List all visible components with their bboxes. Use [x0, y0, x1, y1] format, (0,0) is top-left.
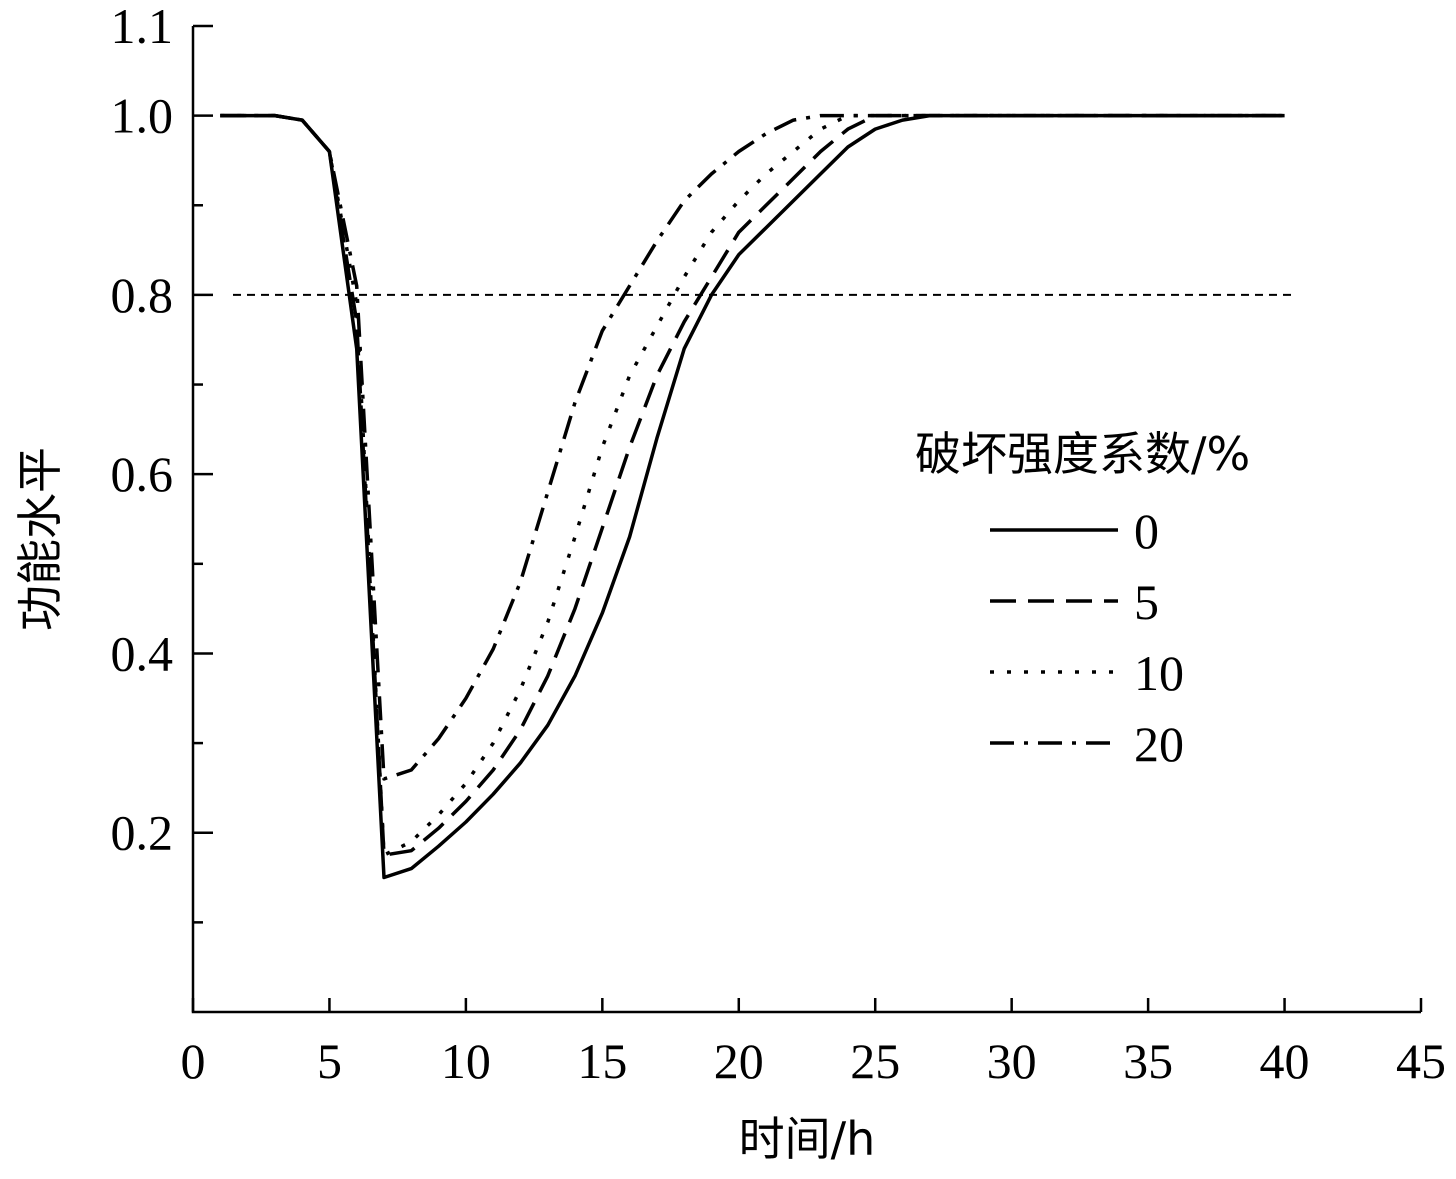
x-axis-title: 时间/h	[739, 1112, 876, 1166]
x-tick-label: 0	[181, 1033, 206, 1089]
series-line-5	[220, 113, 1285, 857]
x-tick-label: 45	[1396, 1033, 1446, 1089]
series-line-10	[220, 113, 1285, 857]
x-tick-label: 35	[1123, 1033, 1173, 1089]
y-tick-label: 1.0	[111, 88, 174, 144]
legend: 破坏强度系数/% 0 5 10 20	[915, 427, 1250, 772]
x-tick-label: 10	[441, 1033, 491, 1089]
y-axis-title: 功能水平	[13, 447, 67, 631]
x-tick-label: 40	[1260, 1033, 1310, 1089]
x-tick-label: 5	[317, 1033, 342, 1089]
y-tick-label: 0.6	[111, 446, 174, 502]
legend-label-5: 5	[1134, 574, 1159, 630]
axis-frame	[191, 26, 1421, 1014]
series-group	[220, 113, 1285, 880]
legend-title: 破坏强度系数/%	[915, 427, 1250, 481]
y-tick-label: 0.2	[111, 805, 174, 861]
x-axis-ticks: 0 5 10 15 20 25 30 35 40 45	[181, 998, 1446, 1089]
y-axis-ticks: 0.2 0.4 0.6 0.8 1.0 1.1	[111, 0, 213, 924]
x-tick-label: 15	[577, 1033, 627, 1089]
legend-label-10: 10	[1134, 645, 1184, 701]
y-tick-label: 0.8	[111, 267, 174, 323]
legend-label-0: 0	[1134, 503, 1159, 559]
y-tick-label: 1.1	[111, 0, 174, 54]
x-tick-label: 30	[987, 1033, 1037, 1089]
legend-label-20: 20	[1134, 716, 1184, 772]
x-tick-label: 25	[850, 1033, 900, 1089]
axes	[191, 26, 1421, 1014]
x-tick-label: 20	[714, 1033, 764, 1089]
y-tick-label: 0.4	[111, 625, 174, 681]
